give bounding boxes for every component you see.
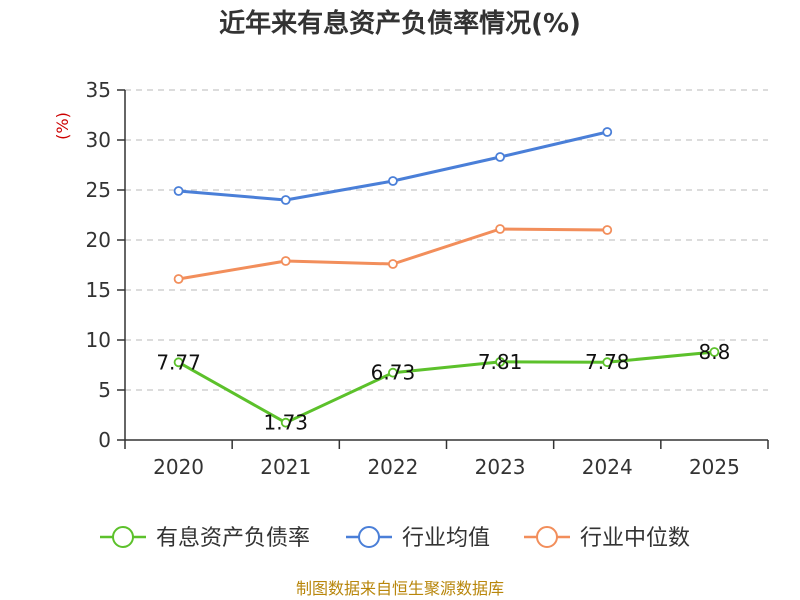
data-label: 8.8 [699,340,731,364]
series-group [173,127,720,428]
y-tick-label: 10 [86,328,111,352]
data-point [388,176,398,186]
source-note: 制图数据来自恒生聚源数据库 [296,579,504,598]
data-point [709,347,720,357]
data-labels: 7.77 1.73 6.73 7.81 7.78 8.8 [156,340,730,435]
y-tick-label: 20 [86,228,111,252]
data-point [280,256,291,266]
data-point [495,224,505,234]
data-point [173,186,184,196]
data-point [602,357,613,368]
y-tick-label: 15 [86,278,111,302]
legend-label: 有息资产负债率 [156,526,310,551]
y-axis-label: (%) [53,112,72,140]
data-label: 6.73 [371,361,416,385]
data-label: 7.77 [156,350,201,374]
legend: 有息资产负债率 行业均值 行业中位数 [100,526,690,551]
data-point [495,356,505,367]
y-tick-label: 5 [98,378,111,402]
legend-label: 行业中位数 [580,526,690,551]
y-tick-label: 35 [86,78,111,102]
series-line-2 [178,227,608,281]
chart-title: 近年来有息资产负债率情况(%) [219,8,581,39]
x-tick-label: 2021 [260,455,311,479]
data-point [173,274,184,284]
data-label: 7.78 [585,350,630,374]
data-point [602,225,613,235]
legend-marker [358,526,380,548]
legend-marker [112,526,134,548]
legend-label: 行业均值 [402,526,490,551]
y-tick-label: 0 [98,428,111,452]
x-tick-label: 2024 [582,455,633,479]
series-line-0 [177,350,715,425]
x-tick-label: 2022 [367,455,418,479]
gridlines [125,89,768,391]
data-point [173,357,184,368]
data-point [388,259,398,269]
data-point [280,195,291,205]
legend-marker [536,526,558,548]
data-point [495,152,505,162]
x-tick-label: 2025 [689,455,740,479]
data-point [602,127,613,137]
data-point [280,417,291,428]
data-label: 1.73 [263,411,308,435]
x-tick-label: 2023 [475,455,526,479]
y-tick-label: 25 [86,178,111,202]
y-tick-label: 30 [86,128,111,152]
data-label: 7.81 [478,350,523,374]
data-point [388,367,398,378]
x-tick-label: 2020 [153,455,204,479]
